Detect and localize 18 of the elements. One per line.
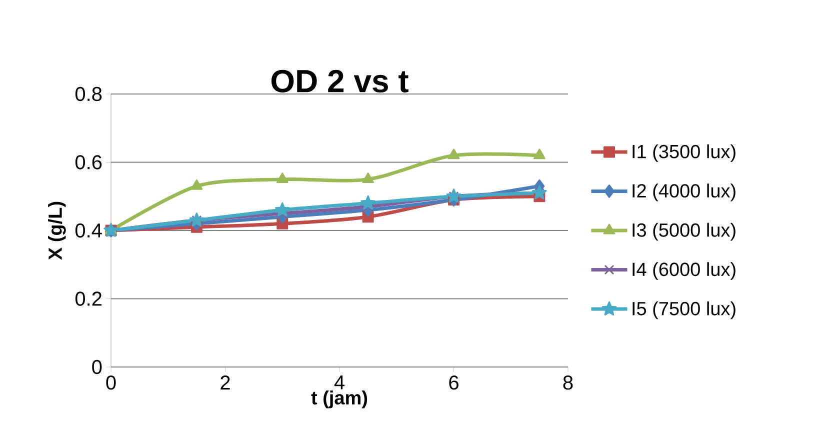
x-tick-label: 8 bbox=[563, 376, 573, 390]
y-tick-label: 0.4 bbox=[75, 223, 102, 238]
x-tick-label: 4 bbox=[334, 376, 344, 390]
x-tick-label: 6 bbox=[449, 376, 458, 390]
legend-label: I3 (5000 lux) bbox=[632, 222, 736, 241]
legend-label: I2 (4000 lux) bbox=[632, 184, 736, 202]
y-tick-label: 0.6 bbox=[75, 155, 102, 170]
legend-label: I4 (6000 lux) bbox=[632, 262, 736, 280]
y-tick-label: 0.8 bbox=[75, 86, 102, 102]
y-axis-title: X (g/L) bbox=[48, 202, 66, 260]
x-tick-label: 2 bbox=[220, 376, 230, 390]
legend-label: I1 (3500 lux) bbox=[632, 144, 736, 162]
y-tick-label: 0 bbox=[92, 360, 102, 374]
y-tick-label: 0.2 bbox=[75, 292, 102, 306]
chart-title: OD 2 vs t bbox=[271, 70, 408, 92]
x-axis-title: t (jam) bbox=[311, 390, 368, 408]
x-tick-label: 0 bbox=[106, 376, 116, 390]
legend-label: I5 (7500 lux) bbox=[632, 301, 736, 320]
